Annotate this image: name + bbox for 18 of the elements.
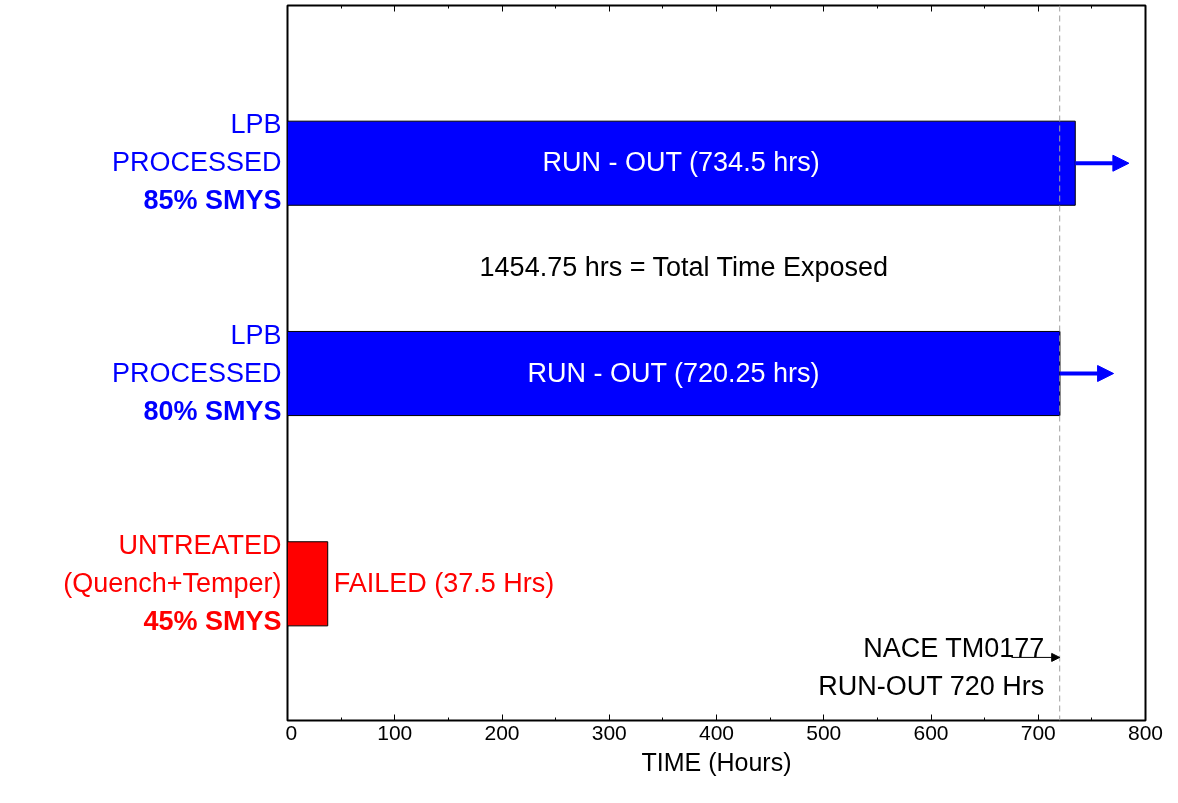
x-tick-label: 200 [484,720,520,744]
y-tick-label: LPB PROCESSED 85% SMYS [111,109,282,216]
x-tick-label: 700 [1020,720,1056,744]
ref-line-label: NACE TM0177 RUN-OUT 720 Hrs [818,632,1045,701]
x-axis-title: TIME (Hours) [641,747,792,776]
y-tick-label: LPB PROCESSED 80% SMYS [111,319,282,426]
x-tick-label: 0 [285,720,298,744]
data-label: FAILED (37.5 Hrs) [333,567,555,598]
annotation: 1454.75 hrs = Total Time Exposed [479,252,889,283]
x-tick-label: 500 [806,720,842,744]
x-tick-label: 600 [913,720,949,744]
x-tick-label: 800 [1127,720,1164,744]
x-tick-label: 300 [591,720,627,744]
data-label: RUN - OUT (720.25 hrs) [527,357,820,388]
x-tick-label: 100 [377,720,413,744]
data-label: RUN - OUT (734.5 hrs) [542,147,820,178]
y-tick-label: UNTREATED (Quench+Temper) 45% SMYS [63,529,282,636]
x-tick-label: 400 [698,720,735,744]
